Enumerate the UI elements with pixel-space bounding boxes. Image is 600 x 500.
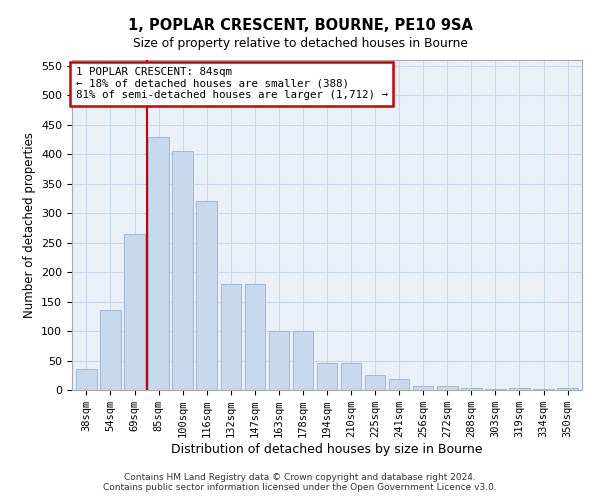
X-axis label: Distribution of detached houses by size in Bourne: Distribution of detached houses by size …: [171, 443, 483, 456]
Bar: [221, 284, 241, 390]
Bar: [76, 370, 97, 390]
Bar: [389, 380, 409, 390]
Bar: [365, 376, 385, 390]
Bar: [317, 364, 337, 390]
Text: 1, POPLAR CRESCENT, BOURNE, PE10 9SA: 1, POPLAR CRESCENT, BOURNE, PE10 9SA: [128, 18, 472, 32]
Y-axis label: Number of detached properties: Number of detached properties: [23, 132, 35, 318]
Text: Contains HM Land Registry data © Crown copyright and database right 2024.
Contai: Contains HM Land Registry data © Crown c…: [103, 473, 497, 492]
Bar: [172, 152, 193, 390]
Bar: [124, 234, 145, 390]
Bar: [100, 310, 121, 390]
Bar: [485, 389, 506, 390]
Bar: [148, 136, 169, 390]
Bar: [509, 388, 530, 390]
Bar: [437, 386, 458, 390]
Bar: [341, 364, 361, 390]
Bar: [196, 202, 217, 390]
Bar: [269, 331, 289, 390]
Bar: [245, 284, 265, 390]
Bar: [413, 386, 433, 390]
Text: Size of property relative to detached houses in Bourne: Size of property relative to detached ho…: [133, 38, 467, 51]
Bar: [461, 388, 482, 390]
Text: 1 POPLAR CRESCENT: 84sqm
← 18% of detached houses are smaller (388)
81% of semi-: 1 POPLAR CRESCENT: 84sqm ← 18% of detach…: [76, 67, 388, 100]
Bar: [557, 388, 578, 390]
Bar: [293, 331, 313, 390]
Bar: [533, 389, 554, 390]
